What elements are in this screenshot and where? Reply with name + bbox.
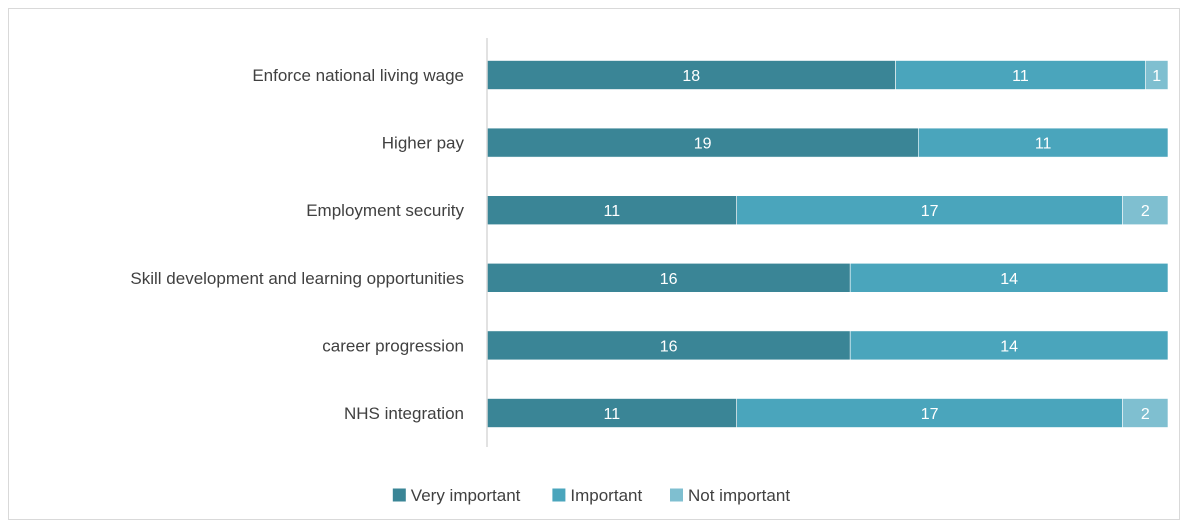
category-label-career-progression: career progression (322, 336, 464, 355)
bar-career-progression-very-important (486, 330, 851, 361)
value-label-employment-security-not-important: 2 (1141, 203, 1150, 220)
category-label-nhs-integration: NHS integration (344, 404, 464, 423)
legend-swatch-important (552, 488, 566, 502)
legend-item-not-important: Not important (670, 486, 790, 505)
legend-label-important: Important (570, 486, 642, 505)
value-label-employment-security-very-important: 11 (604, 203, 621, 220)
value-label-skill-development-and-learning-opportunities-very-important: 16 (660, 271, 678, 288)
bar-employment-security-important (736, 195, 1123, 225)
legend-item-very-important: Very important (392, 486, 521, 505)
bar-skill-development-and-learning-opportunities-important (849, 262, 1169, 293)
value-label-nhs-integration-very-important: 11 (604, 406, 621, 423)
legend: Very important Important Not important (392, 486, 790, 505)
value-label-nhs-integration-important: 17 (921, 406, 939, 423)
value-label-enforce-national-living-wage-important: 11 (1012, 68, 1029, 85)
bar-nhs-integration-very-important (486, 398, 737, 428)
legend-swatch-not-important (670, 488, 683, 502)
bar-career-progression-important (849, 330, 1169, 361)
value-label-higher-pay-very-important: 19 (694, 136, 712, 153)
value-label-career-progression-very-important: 16 (660, 338, 678, 355)
value-label-enforce-national-living-wage-very-important: 18 (682, 68, 700, 85)
value-label-career-progression-important: 14 (1000, 338, 1018, 355)
category-label-employment-security: Employment security (306, 201, 464, 220)
bar-higher-pay-important (917, 127, 1169, 158)
value-label-higher-pay-important: 11 (1035, 136, 1052, 153)
bar-enforce-national-living-wage-very-important (486, 60, 896, 90)
legend-swatch-very-important (392, 488, 406, 502)
bars-layer (486, 60, 1169, 428)
bar-nhs-integration-not-important (1122, 398, 1169, 428)
value-label-nhs-integration-not-important: 2 (1141, 406, 1150, 423)
labels-layer: Enforce national living wage 18 11 1Higher … (130, 66, 1161, 423)
bar-higher-pay-very-important (486, 127, 919, 158)
legend-item-important: Important (552, 486, 642, 505)
category-label-higher-pay: Higher pay (382, 134, 465, 153)
value-label-enforce-national-living-wage-not-important: 1 (1152, 68, 1161, 85)
legend-label-not-important: Not important (688, 486, 790, 505)
bar-employment-security-not-important (1122, 195, 1169, 225)
bar-enforce-national-living-wage-important (895, 60, 1146, 90)
category-label-skill-development-and-learning-opportunities: Skill development and learning opportuni… (130, 269, 464, 288)
bar-nhs-integration-important (736, 398, 1123, 428)
legend-label-very-important: Very important (411, 486, 521, 505)
value-label-employment-security-important: 17 (921, 203, 939, 220)
value-label-skill-development-and-learning-opportunities-important: 14 (1000, 271, 1018, 288)
bar-employment-security-very-important (486, 195, 737, 225)
bar-enforce-national-living-wage-not-important (1145, 60, 1169, 90)
category-label-enforce-national-living-wage: Enforce national living wage (252, 66, 464, 85)
